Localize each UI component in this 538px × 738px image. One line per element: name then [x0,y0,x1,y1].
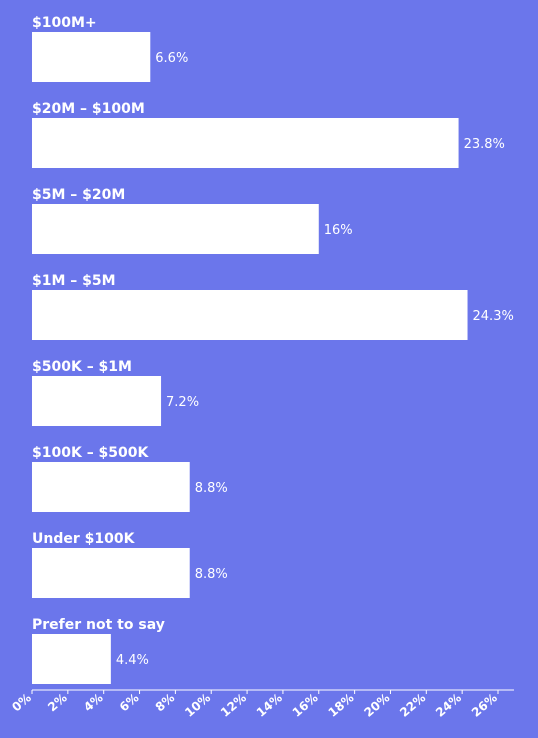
value-label: 24.3% [473,309,514,324]
bar [32,462,190,512]
bar [32,204,319,254]
category-label: $100M+ [32,15,97,31]
value-label: 8.8% [195,481,228,496]
x-tick-label: 0% [9,691,34,715]
value-label: 23.8% [464,137,505,152]
x-tick-label: 2% [45,691,70,715]
bar [32,376,162,426]
category-label: $100K – $500K [32,445,150,461]
x-tick-label: 14% [254,691,285,720]
category-label: $1M – $5M [32,273,116,289]
category-label: $5M – $20M [32,187,125,203]
value-label: 8.8% [195,567,228,582]
category-label: $20M – $100M [32,101,145,117]
category-label: Under $100K [32,531,136,547]
category-label: Prefer not to say [32,617,165,633]
x-tick-label: 20% [361,691,392,720]
x-tick-label: 12% [218,691,249,720]
bar [32,634,111,684]
x-tick-label: 10% [182,691,213,720]
category-label: $500K – $1M [32,359,132,375]
x-tick-label: 18% [326,691,357,720]
bar [32,548,190,598]
x-tick-label: 24% [433,691,464,720]
x-tick-label: 22% [397,691,428,720]
x-tick-label: 8% [153,691,178,715]
bar [32,118,459,168]
x-tick-label: 16% [290,691,321,720]
value-label: 4.4% [116,653,149,668]
value-label: 16% [324,223,353,238]
value-label: 6.6% [155,51,188,66]
x-tick-label: 4% [81,691,106,715]
x-tick-label: 26% [469,691,500,720]
bar [32,290,468,340]
value-label: 7.2% [166,395,199,410]
bar [32,32,151,82]
x-tick-label: 6% [117,691,142,715]
